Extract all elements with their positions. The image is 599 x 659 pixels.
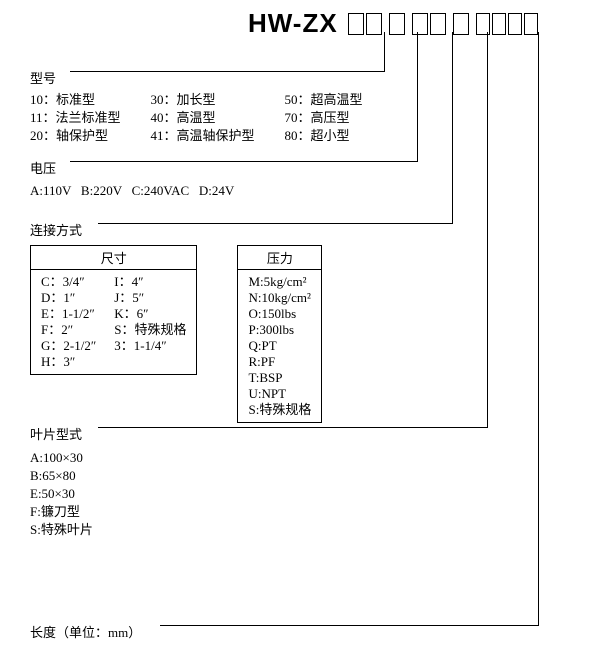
blade-option: F:镰刀型 [30, 503, 93, 521]
connector-vline [384, 32, 385, 71]
pressure-option: S:特殊规格 [248, 402, 311, 418]
model-column: 30：加长型40：高温型41：高温轴保护型 [151, 91, 255, 145]
size-option: G：2-1/2″ [41, 338, 96, 354]
size-box-title: 尺寸 [31, 246, 196, 270]
size-option: 3：1-1/4″ [114, 338, 186, 354]
pressure-option: Q:PT [248, 338, 311, 354]
model-columns: 10：标准型11：法兰标准型20：轴保护型 30：加长型40：高温型41：高温轴保… [30, 91, 363, 145]
model-option: 40：高温型 [151, 109, 255, 127]
model-option: 41：高温轴保护型 [151, 127, 255, 145]
placeholder-boxes [348, 13, 538, 35]
pressure-option: R:PF [248, 354, 311, 370]
placeholder-box [430, 13, 446, 35]
model-title: 型号 [30, 68, 60, 87]
size-option: K：6″ [114, 306, 186, 322]
placeholder-box [389, 13, 405, 35]
model-code-header: HW-ZX [0, 8, 599, 39]
connector-hline [160, 625, 539, 626]
pressure-option: U:NPT [248, 386, 311, 402]
section-length: 长度（单位：mm） [30, 622, 145, 641]
box-group [453, 13, 469, 35]
placeholder-box [453, 13, 469, 35]
section-connection: 连接方式 尺寸 C：3/4″D：1″E：1-1/2″F：2″G：2-1/2″H：… [30, 220, 322, 423]
pressure-option: O:150lbs [248, 306, 311, 322]
section-voltage: 电压 A:110V B:220V C:240VAC D:24V [30, 158, 234, 199]
pressure-option: P:300lbs [248, 322, 311, 338]
blade-option: A:100×30 [30, 449, 93, 467]
length-title: 长度（单位：mm） [30, 622, 145, 641]
size-column: C：3/4″D：1″E：1-1/2″F：2″G：2-1/2″H：3″ [41, 274, 96, 370]
model-column: 50：超高温型70：高压型80：超小型 [285, 91, 363, 145]
placeholder-box [366, 13, 382, 35]
prefix-text: HW-ZX [248, 8, 338, 39]
size-column: I：4″J：5″K：6″S：特殊规格3：1-1/4″ [114, 274, 186, 370]
placeholder-box [524, 13, 538, 35]
blade-option: B:65×80 [30, 467, 93, 485]
size-option: D：1″ [41, 290, 96, 306]
size-option: E：1-1/2″ [41, 306, 96, 322]
box-group [389, 13, 405, 35]
pressure-box: 压力 M:5kg/cm²N:10kg/cm²O:150lbsP:300lbsQ:… [237, 245, 322, 423]
pressure-box-body: M:5kg/cm²N:10kg/cm²O:150lbsP:300lbsQ:PTR… [238, 270, 321, 422]
box-group [476, 13, 538, 35]
pressure-box-title: 压力 [238, 246, 321, 270]
blade-rows: A:100×30B:65×80E:50×30F:镰刀型S:特殊叶片 [30, 449, 93, 539]
model-option: 10：标准型 [30, 91, 121, 109]
section-leader-row: 型号 [30, 68, 363, 87]
blade-option: E:50×30 [30, 485, 93, 503]
pressure-option: T:BSP [248, 370, 311, 386]
size-option: F：2″ [41, 322, 96, 338]
size-box-body: C：3/4″D：1″E：1-1/2″F：2″G：2-1/2″H：3″ I：4″J：… [31, 270, 196, 374]
connector-hline [98, 427, 488, 428]
size-option: C：3/4″ [41, 274, 96, 290]
model-column: 10：标准型11：法兰标准型20：轴保护型 [30, 91, 121, 145]
box-group [348, 13, 382, 35]
size-option: S：特殊规格 [114, 322, 186, 338]
section-model: 型号 10：标准型11：法兰标准型20：轴保护型 30：加长型40：高温型41：高… [30, 68, 363, 145]
model-option: 70：高压型 [285, 109, 363, 127]
placeholder-box [492, 13, 506, 35]
connector-vline [538, 32, 539, 625]
voltage-line: A:110V B:220V C:240VAC D:24V [30, 183, 234, 199]
section-blade: 叶片型式 A:100×30B:65×80E:50×30F:镰刀型S:特殊叶片 [30, 424, 93, 539]
connector-vline [487, 32, 488, 427]
size-option: I：4″ [114, 274, 186, 290]
model-option: 30：加长型 [151, 91, 255, 109]
blade-title: 叶片型式 [30, 424, 86, 443]
placeholder-box [348, 13, 364, 35]
model-option: 11：法兰标准型 [30, 109, 121, 127]
connector-vline [452, 32, 453, 223]
pressure-option: N:10kg/cm² [248, 290, 311, 306]
model-option: 80：超小型 [285, 127, 363, 145]
size-option: J：5″ [114, 290, 186, 306]
pressure-option: M:5kg/cm² [248, 274, 311, 290]
size-option: H：3″ [41, 354, 96, 370]
voltage-title: 电压 [30, 158, 60, 177]
placeholder-box [412, 13, 428, 35]
placeholder-box [508, 13, 522, 35]
connector-vline [417, 32, 418, 161]
model-option: 50：超高温型 [285, 91, 363, 109]
blade-option: S:特殊叶片 [30, 521, 93, 539]
connection-title: 连接方式 [30, 220, 86, 239]
connection-boxes: 尺寸 C：3/4″D：1″E：1-1/2″F：2″G：2-1/2″H：3″ I：4… [30, 245, 322, 423]
size-box: 尺寸 C：3/4″D：1″E：1-1/2″F：2″G：2-1/2″H：3″ I：4… [30, 245, 197, 375]
model-option: 20：轴保护型 [30, 127, 121, 145]
